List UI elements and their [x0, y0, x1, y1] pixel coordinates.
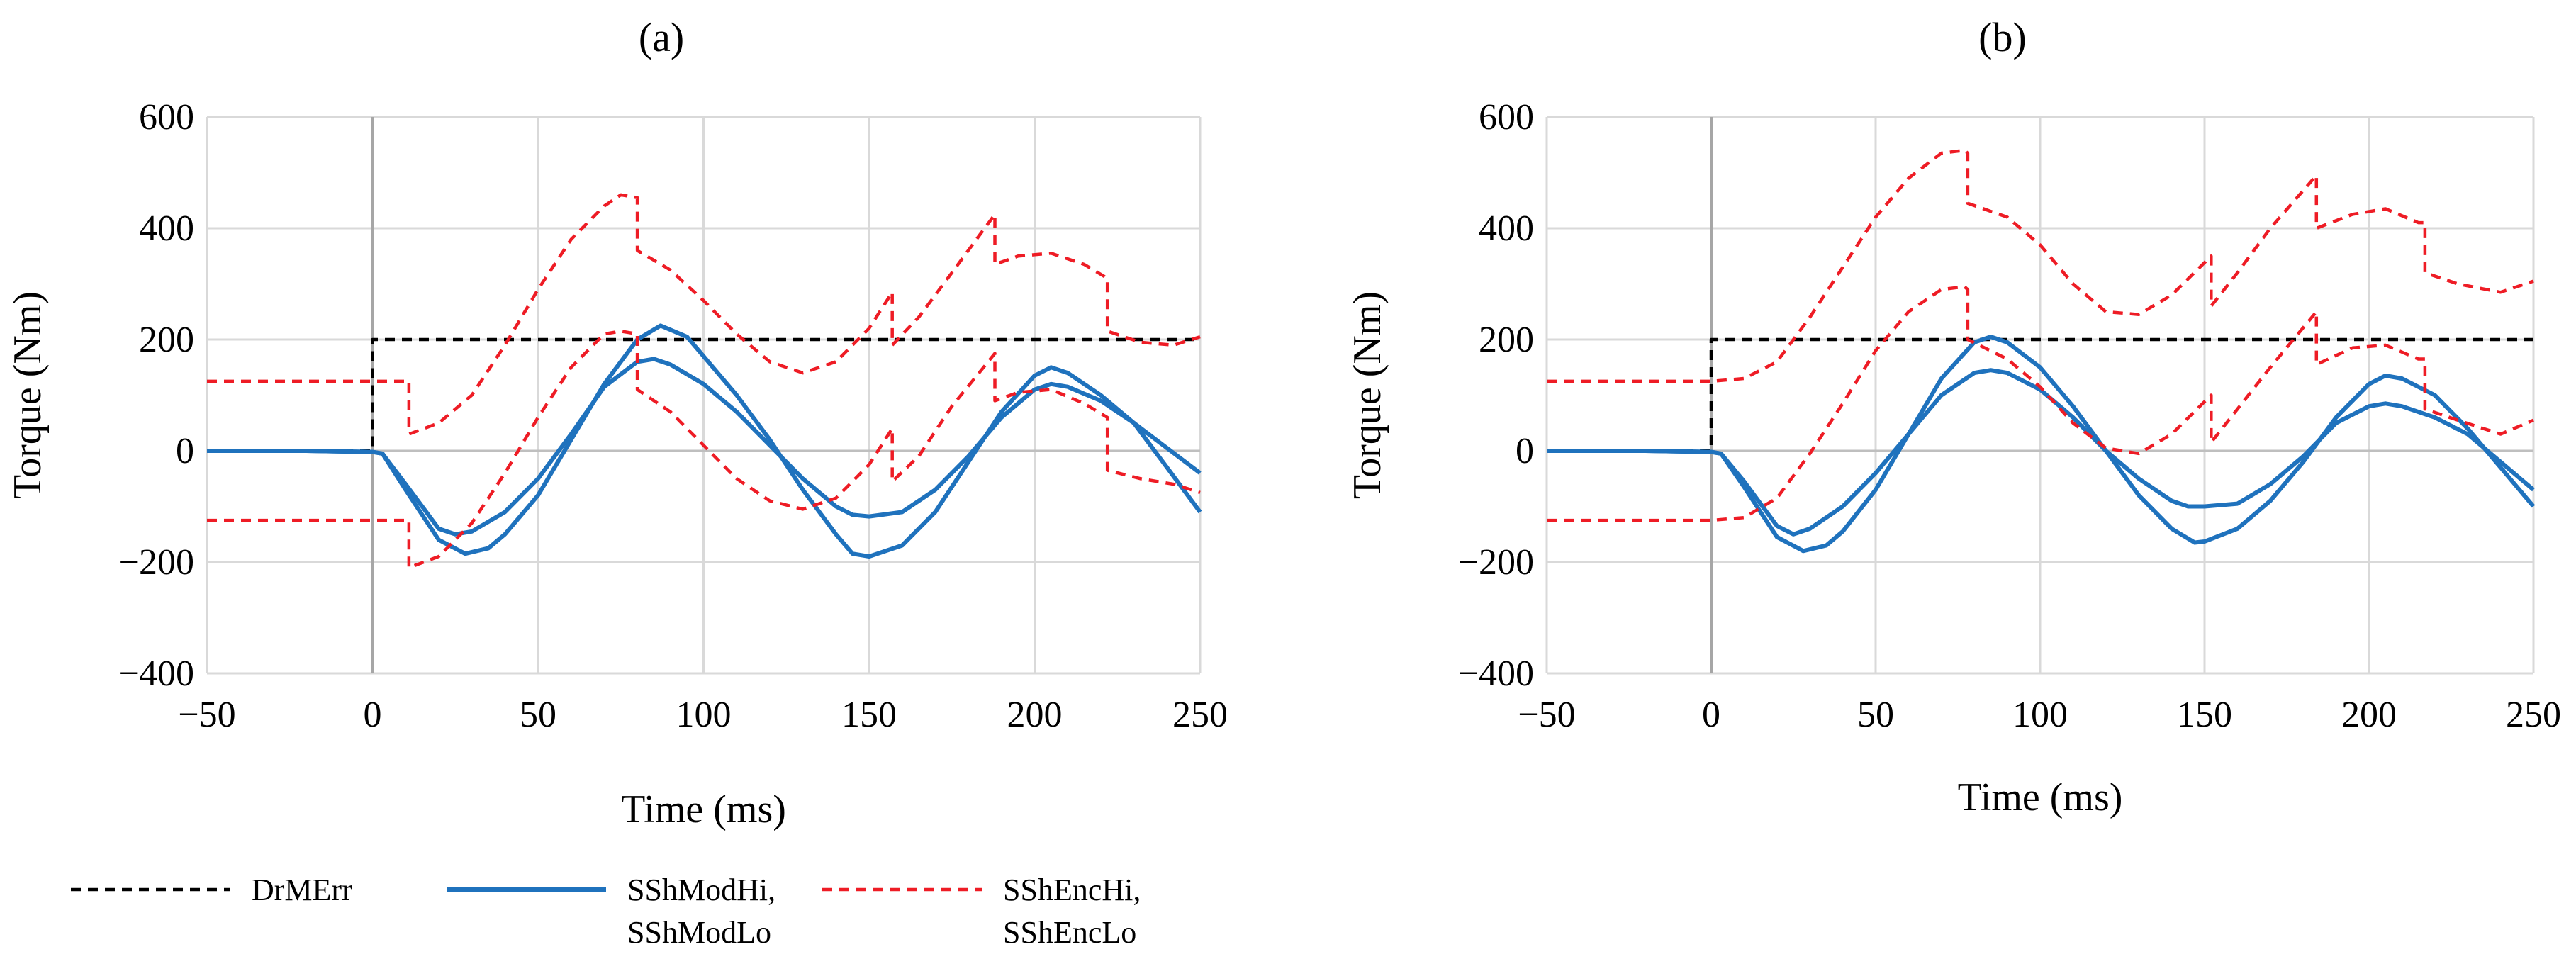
x-tick-label: 200	[1007, 695, 1063, 735]
legend-label-sshenc: SShEncHi,	[1003, 873, 1141, 907]
x-tick-label: 150	[2177, 695, 2232, 735]
x-tick-label: 0	[1702, 695, 1720, 735]
x-tick-label: −50	[1518, 695, 1575, 735]
y-tick-label: 200	[139, 320, 194, 360]
chart-title: (a)	[639, 14, 684, 60]
y-axis-title: Torque (Nm)	[6, 291, 50, 499]
y-tick-label: −400	[1458, 654, 1534, 694]
x-tick-label: 50	[520, 695, 556, 735]
chart-panel-b: −50 0 50 100 150 200 250 −400 −200 0 200 400 600 Time…	[1345, 14, 2561, 819]
x-tick-label: 150	[841, 695, 897, 735]
x-axis-title: Time (ms)	[1958, 775, 2123, 819]
y-tick-label: 0	[1516, 431, 1534, 471]
series-line-sshenchi	[1547, 148, 2534, 383]
legend: DrMErr SShModHi, SShModLo SShEncHi, SShEncLo	[71, 873, 1141, 950]
series-line-sshenchi	[207, 193, 1201, 436]
series-line-sshenclo	[1547, 285, 2534, 522]
x-tick-label: 100	[2012, 695, 2068, 735]
y-axis-title: Torque (Nm)	[1345, 291, 1389, 499]
series-line-sshmodlo	[207, 323, 1202, 559]
series-line-sshenclo	[207, 329, 1201, 570]
chart-panel-a: −50 0 50 100 150 200 250 −400 −200 0 200 400 600 Time…	[6, 14, 1228, 831]
y-tick-label: −200	[1458, 542, 1534, 583]
series-line-drmerr	[207, 337, 1200, 453]
x-tick-label: 0	[364, 695, 382, 735]
y-tick-label: −200	[118, 542, 194, 583]
y-tick-label: 400	[139, 208, 194, 249]
y-tick-label: −400	[118, 654, 194, 694]
y-tick-label: 200	[1479, 320, 1534, 360]
legend-label-sshenc: SShEncLo	[1003, 915, 1136, 950]
legend-label-sshmod: SShModHi,	[627, 873, 775, 907]
chart-title: (b)	[1978, 14, 2027, 60]
x-axis-title: Time (ms)	[621, 787, 786, 831]
legend-label-sshmod: SShModLo	[627, 915, 771, 950]
y-tick-label: 600	[1479, 97, 1534, 138]
x-tick-label: 250	[2506, 695, 2561, 735]
series-line-sshmodhi	[1547, 368, 2535, 537]
x-tick-label: 100	[676, 695, 732, 735]
series-line-drmerr	[1547, 337, 2533, 453]
y-tick-label: 400	[1479, 208, 1534, 249]
series-line-sshmodhi	[207, 357, 1202, 537]
y-tick-label: 0	[176, 431, 194, 471]
x-tick-label: 250	[1172, 695, 1228, 735]
legend-label-drmerr: DrMErr	[252, 873, 352, 907]
x-tick-label: 200	[2341, 695, 2397, 735]
series-line-sshmodlo	[1547, 335, 2536, 554]
y-tick-label: 600	[139, 97, 194, 138]
x-tick-label: −50	[178, 695, 235, 735]
x-tick-label: 50	[1857, 695, 1894, 735]
